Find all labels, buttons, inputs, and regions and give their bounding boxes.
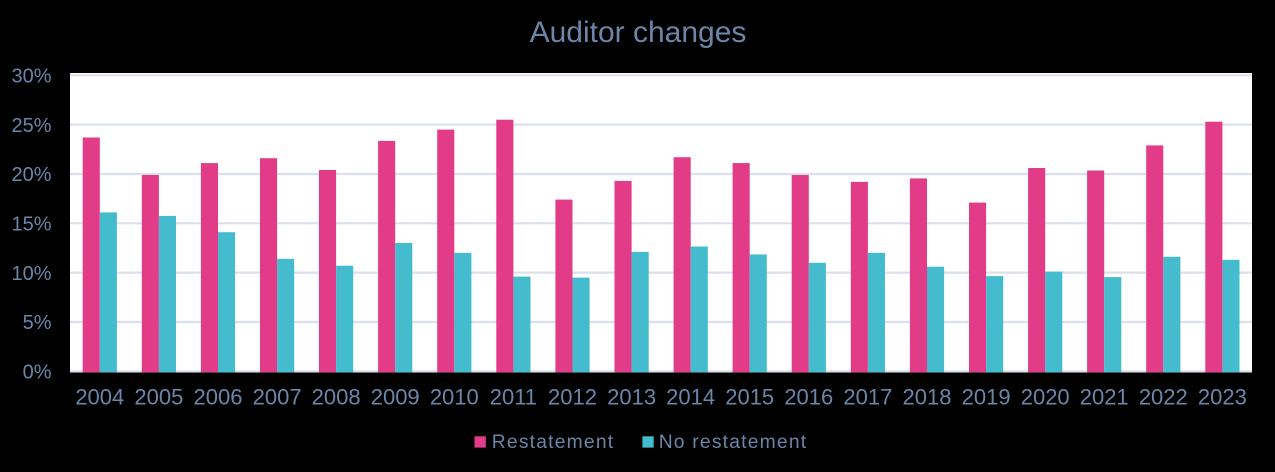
svg-text:2022: 2022 <box>1139 385 1188 410</box>
svg-text:2012: 2012 <box>548 385 597 410</box>
svg-text:25%: 25% <box>11 115 51 137</box>
svg-text:10%: 10% <box>11 263 51 285</box>
svg-text:2014: 2014 <box>666 385 715 410</box>
svg-text:Auditor changes: Auditor changes <box>530 16 747 49</box>
svg-text:2017: 2017 <box>843 385 892 410</box>
svg-text:2020: 2020 <box>1021 385 1070 410</box>
svg-text:2005: 2005 <box>134 385 183 410</box>
svg-text:No restatement: No restatement <box>659 432 808 453</box>
svg-text:5%: 5% <box>23 312 52 334</box>
svg-text:2006: 2006 <box>194 385 243 410</box>
svg-text:2013: 2013 <box>607 385 656 410</box>
svg-text:2019: 2019 <box>962 385 1011 410</box>
svg-text:0%: 0% <box>23 362 52 384</box>
svg-text:2023: 2023 <box>1198 385 1247 410</box>
svg-text:2009: 2009 <box>371 385 420 410</box>
svg-text:20%: 20% <box>11 164 51 186</box>
svg-text:15%: 15% <box>11 214 51 236</box>
svg-text:2015: 2015 <box>725 385 774 410</box>
svg-text:2010: 2010 <box>430 385 479 410</box>
svg-text:Restatement: Restatement <box>492 432 615 453</box>
svg-text:2008: 2008 <box>312 385 361 410</box>
svg-text:2016: 2016 <box>784 385 833 410</box>
svg-text:2007: 2007 <box>253 385 302 410</box>
svg-text:2021: 2021 <box>1080 385 1129 410</box>
svg-text:30%: 30% <box>11 66 51 88</box>
svg-text:2018: 2018 <box>903 385 952 410</box>
svg-text:2011: 2011 <box>490 385 537 410</box>
svg-text:2004: 2004 <box>75 385 124 410</box>
